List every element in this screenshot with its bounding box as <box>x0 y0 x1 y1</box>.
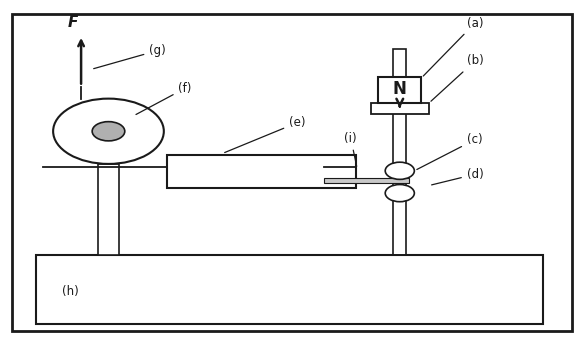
Text: (f): (f) <box>136 82 192 115</box>
Bar <box>394 49 406 255</box>
Text: (e): (e) <box>225 116 305 152</box>
Text: F: F <box>68 15 78 30</box>
Circle shape <box>92 122 125 141</box>
Circle shape <box>385 162 415 179</box>
Bar <box>378 77 421 103</box>
Text: (d): (d) <box>432 168 484 185</box>
Bar <box>371 103 429 114</box>
Text: (c): (c) <box>417 134 482 169</box>
Bar <box>324 178 409 184</box>
Text: (b): (b) <box>431 54 484 101</box>
Bar <box>36 255 543 324</box>
Bar <box>98 164 119 255</box>
Text: (i): (i) <box>345 132 357 166</box>
Circle shape <box>385 185 415 202</box>
Text: N: N <box>393 80 406 98</box>
Bar <box>167 155 356 188</box>
Circle shape <box>53 99 164 164</box>
Text: (a): (a) <box>423 17 484 76</box>
Text: (g): (g) <box>93 44 166 69</box>
Text: (h): (h) <box>62 285 79 297</box>
